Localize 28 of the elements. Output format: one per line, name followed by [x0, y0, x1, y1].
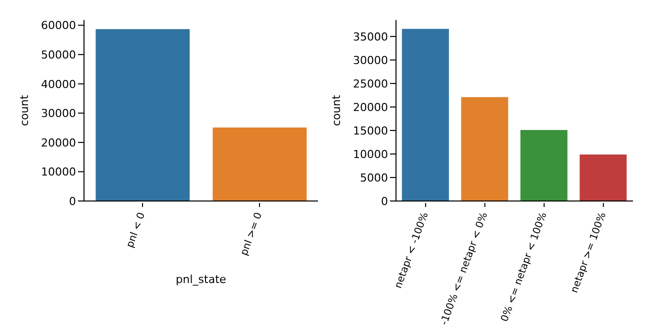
- x-tick-label: pnl < 0: [124, 211, 148, 250]
- x-tick-label: netapr < -100%: [393, 211, 431, 290]
- y-tick-label: 30000: [41, 107, 76, 120]
- y-axis-title: count: [18, 94, 31, 126]
- y-tick-label: 10000: [41, 166, 76, 179]
- y-tick-label: 40000: [41, 78, 76, 91]
- y-tick-label: 15000: [353, 124, 388, 138]
- y-tick-label: 0: [69, 194, 76, 208]
- bar: [402, 28, 449, 201]
- y-tick-label: 50000: [41, 48, 76, 62]
- x-tick-label: 0% <= netapr < 100%: [500, 211, 550, 324]
- x-axis-title: pnl_state: [176, 273, 226, 286]
- x-tick-label: -100% <= netapr < 0%: [439, 211, 490, 327]
- y-tick-label: 20000: [353, 100, 388, 114]
- y-tick-label: 5000: [360, 171, 388, 184]
- bar: [580, 154, 627, 201]
- y-tick-label: 20000: [41, 136, 76, 150]
- y-tick-label: 60000: [41, 19, 76, 32]
- x-tick-label: netapr >= 100%: [569, 211, 609, 294]
- x-tick-label: pnl >= 0: [238, 211, 265, 258]
- y-tick-label: 10000: [353, 148, 388, 161]
- bar: [520, 130, 568, 201]
- y-tick-label: 30000: [353, 54, 388, 67]
- y-tick-label: 25000: [353, 77, 388, 90]
- bar: [461, 97, 508, 201]
- y-tick-label: 35000: [353, 30, 388, 44]
- y-tick-label: 0: [381, 194, 388, 208]
- y-axis-title: count: [330, 94, 343, 126]
